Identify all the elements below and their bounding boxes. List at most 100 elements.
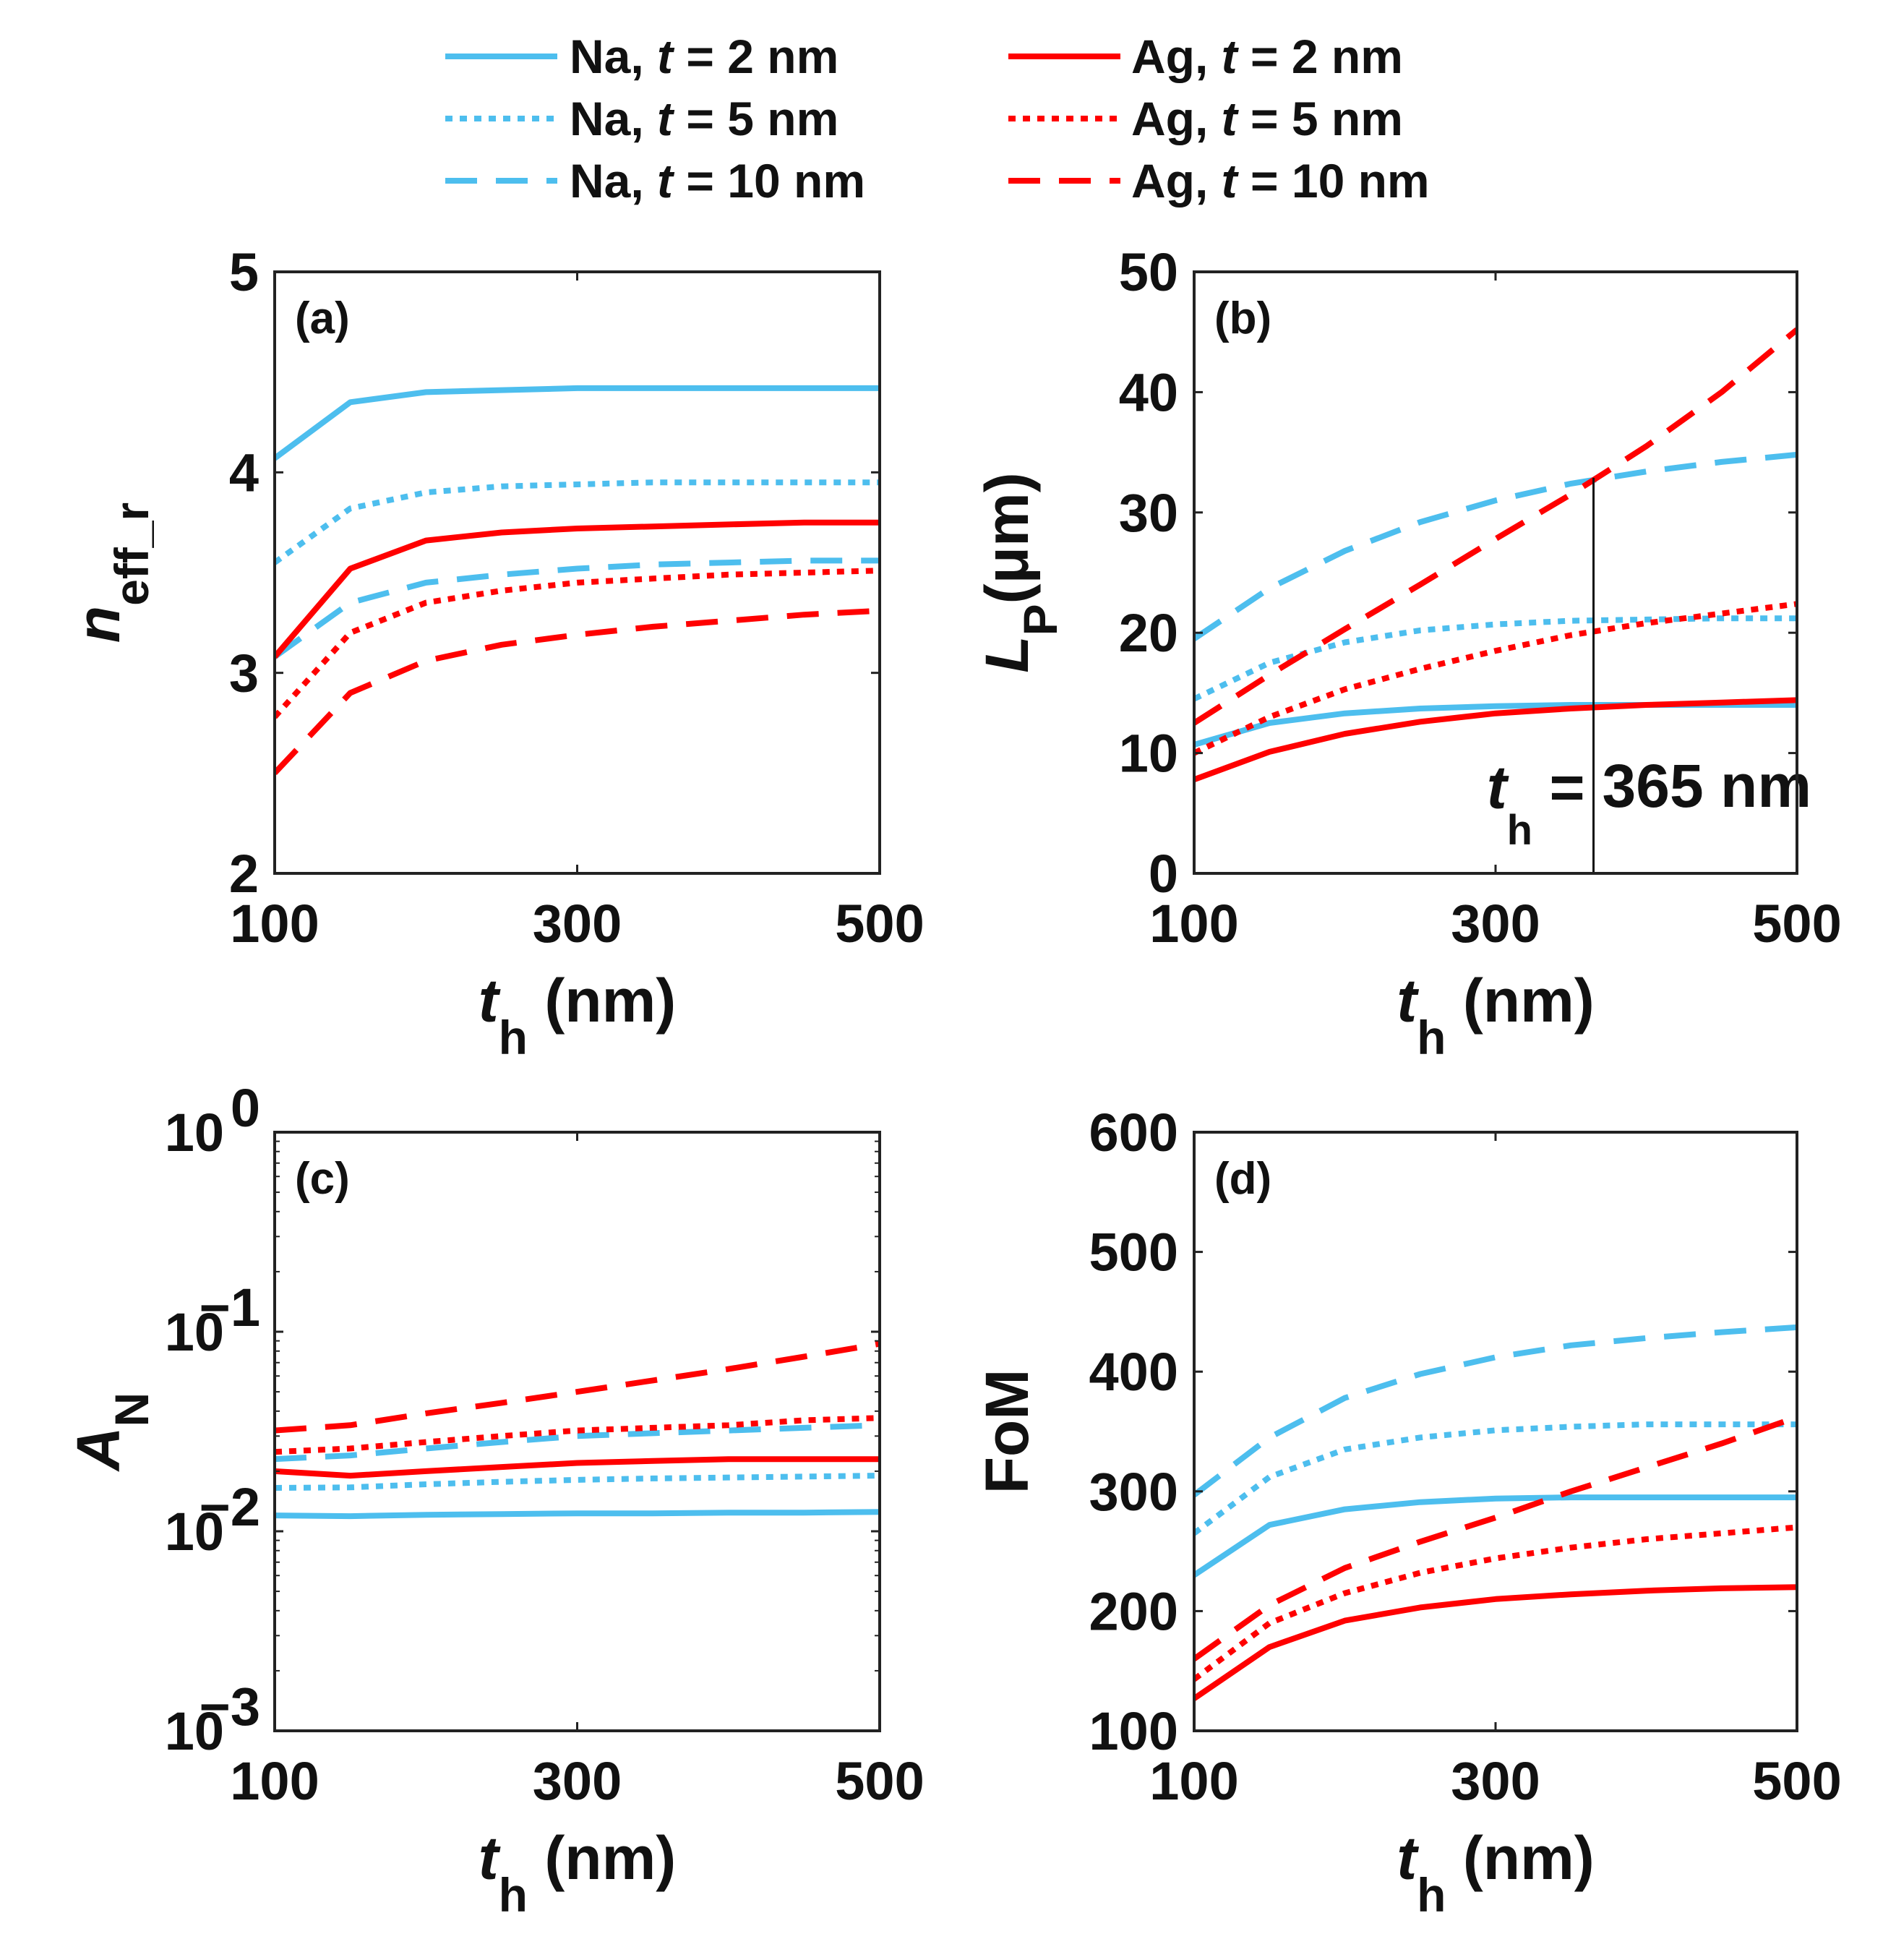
y-tick-label: 20: [1119, 603, 1178, 663]
series-line-ag-t-2-nm: [275, 1456, 880, 1479]
series-group: [275, 1340, 880, 1520]
y-axis-label-var: FoM: [973, 1369, 1041, 1494]
legend-label-var: t: [657, 30, 675, 83]
y-tick-exponent: 0: [231, 1078, 260, 1138]
legend-label-suffix: = 10 nm: [673, 154, 865, 207]
panel-label: (d): [1214, 1154, 1271, 1204]
x-tick-label: 100: [230, 894, 319, 954]
series-line-na-t-5-nm: [1194, 615, 1797, 702]
x-axis-label-sub: h: [1417, 1011, 1446, 1064]
y-tick-label: 0: [1149, 844, 1178, 904]
series-line-na-t-2-nm: [1194, 1494, 1797, 1578]
y-tick-label: 30: [1119, 483, 1178, 543]
x-axis-label-var: t: [479, 1824, 501, 1892]
y-tick-label: 400: [1089, 1342, 1178, 1402]
legend-label-suffix: = 5 nm: [1237, 92, 1403, 145]
x-axis-label-var: t: [1397, 1824, 1419, 1892]
series-line-na-t-10-nm: [275, 1422, 880, 1463]
x-axis-label-var: t: [479, 967, 501, 1035]
x-axis-label-sub: h: [1417, 1868, 1446, 1922]
y-tick-exponent: −3: [200, 1677, 260, 1737]
series-group: [1194, 327, 1797, 782]
y-axis-label: LP(μm): [973, 472, 1067, 672]
series-line-ag-t-2-nm: [275, 519, 880, 659]
y-axis-label-sub: N: [105, 1392, 158, 1427]
x-tick-label: 100: [1149, 894, 1238, 954]
legend-label-var: t: [1222, 92, 1240, 145]
y-tick-label: 50: [1119, 242, 1178, 302]
y-axis-label-sub: P: [1013, 604, 1067, 635]
series-line-na-t-10-nm: [275, 557, 880, 659]
x-tick-label: 500: [1752, 1751, 1841, 1811]
x-tick-label: 500: [1752, 894, 1841, 954]
y-tick-label: 4: [229, 442, 259, 502]
y-tick-exponent: −1: [200, 1278, 260, 1338]
legend-label: Ag, t = 10 nm: [1131, 154, 1430, 207]
x-axis-label-unit: (nm): [528, 967, 676, 1035]
legend-label: Ag, t = 5 nm: [1131, 92, 1403, 145]
y-axis-label-var: L: [973, 635, 1041, 672]
series-line-na-t-10-nm: [1194, 1324, 1797, 1497]
series-line-ag-t-5-nm: [275, 1415, 880, 1455]
series-line-ag-t-5-nm: [1194, 1524, 1797, 1682]
series-line-ag-t-2-nm: [1194, 697, 1797, 782]
y-tick-label: 3: [229, 643, 259, 703]
y-tick-label: 10: [165, 1103, 224, 1163]
y-tick-label: 10: [165, 1302, 224, 1362]
y-tick-label: 300: [1089, 1462, 1178, 1522]
annotation-label-left: th =: [1487, 753, 1585, 854]
y-tick-label: 10: [165, 1502, 224, 1562]
y-tick-label: 200: [1089, 1581, 1178, 1641]
x-axis-label-sub: h: [499, 1868, 528, 1922]
y-axis-label: FoM: [973, 1369, 1041, 1494]
series-line-na-t-2-nm: [275, 1509, 880, 1520]
x-axis-label: th (nm): [479, 967, 677, 1064]
series-line-ag-t-5-nm: [275, 568, 880, 719]
series-line-ag-t-5-nm: [1194, 601, 1797, 756]
y-tick-base: 10: [165, 1302, 224, 1362]
panel-label: (c): [295, 1154, 350, 1204]
legend-label-var: t: [1222, 154, 1240, 207]
x-tick-label: 300: [1451, 894, 1540, 954]
x-axis-label-sub: h: [499, 1011, 528, 1064]
annotation-var: t: [1487, 753, 1509, 821]
y-tick-label: 40: [1119, 362, 1178, 422]
x-tick-label: 500: [835, 1751, 924, 1811]
annotation-value: 365 nm: [1603, 752, 1812, 820]
series-line-na-t-5-nm: [1194, 1421, 1797, 1536]
axes-frame: [273, 1131, 881, 1732]
x-axis-label-unit: (nm): [1446, 1824, 1595, 1892]
legend-label-prefix: Ag,: [1131, 92, 1222, 145]
legend-label: Na, t = 10 nm: [570, 154, 865, 207]
series-line-ag-t-10-nm: [275, 1340, 880, 1434]
y-axis-label-sub: eff_r: [105, 502, 158, 606]
panel-label: (a): [295, 294, 350, 343]
series-line-na-t-2-nm: [275, 385, 880, 461]
x-tick-label: 100: [1149, 1751, 1238, 1811]
y-axis-label-var: A: [64, 1427, 132, 1473]
series-group: [1194, 1324, 1797, 1701]
panel-d: 100 300 500 100 200 300 400 500 600 (d) th (nm) FoM: [973, 1103, 1842, 1922]
x-tick-label: 300: [1451, 1751, 1540, 1811]
y-axis-label-var: n: [64, 606, 132, 643]
y-axis-label: AN: [64, 1392, 158, 1472]
y-tick-label: 10: [165, 1701, 224, 1761]
legend-label-suffix: = 2 nm: [673, 30, 838, 83]
x-tick-label: 100: [230, 1751, 319, 1811]
legend-label: Ag, t = 2 nm: [1131, 30, 1403, 83]
y-tick-label: 5: [229, 242, 259, 302]
x-tick-label: 300: [533, 894, 622, 954]
annotation-eq: =: [1532, 753, 1584, 821]
annotation-sub: h: [1507, 807, 1532, 854]
panel-label: (b): [1214, 294, 1271, 343]
series-line-na-t-5-nm: [275, 479, 880, 565]
y-tick-label: 2: [229, 844, 259, 904]
x-axis-label: th (nm): [479, 1824, 677, 1922]
series-line-ag-t-10-nm: [1194, 1414, 1797, 1661]
x-axis-label-var: t: [1397, 967, 1419, 1035]
legend-label: Na, t = 2 nm: [570, 30, 838, 83]
legend-label-var: t: [1222, 30, 1240, 83]
